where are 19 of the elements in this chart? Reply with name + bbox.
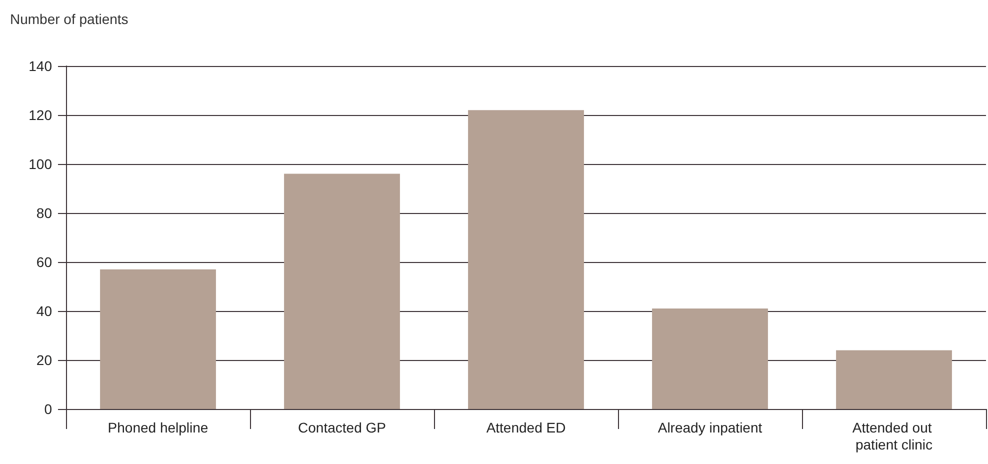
bar [652,308,768,409]
y-tick-label: 60 [36,254,52,270]
x-tick-label: Already inpatient [658,420,762,436]
x-tick-label: Contacted GP [298,420,386,436]
bar [468,110,584,409]
x-tick-label: Attended ED [486,420,566,436]
y-tick-label: 140 [28,58,52,74]
y-tick-label: 40 [36,303,52,319]
bar [284,174,400,409]
y-axis-title: Number of patients [10,11,128,27]
y-tick-label: 120 [28,107,52,123]
bar [836,350,952,409]
x-tick-label: Attended out patient clinic [852,420,936,452]
bar [100,269,216,409]
y-tick-label: 20 [36,352,52,368]
x-tick-label: Phoned helpline [108,420,208,436]
y-tick-label: 80 [36,205,52,221]
y-tick-label: 0 [44,401,52,417]
y-tick-label: 100 [28,156,52,172]
